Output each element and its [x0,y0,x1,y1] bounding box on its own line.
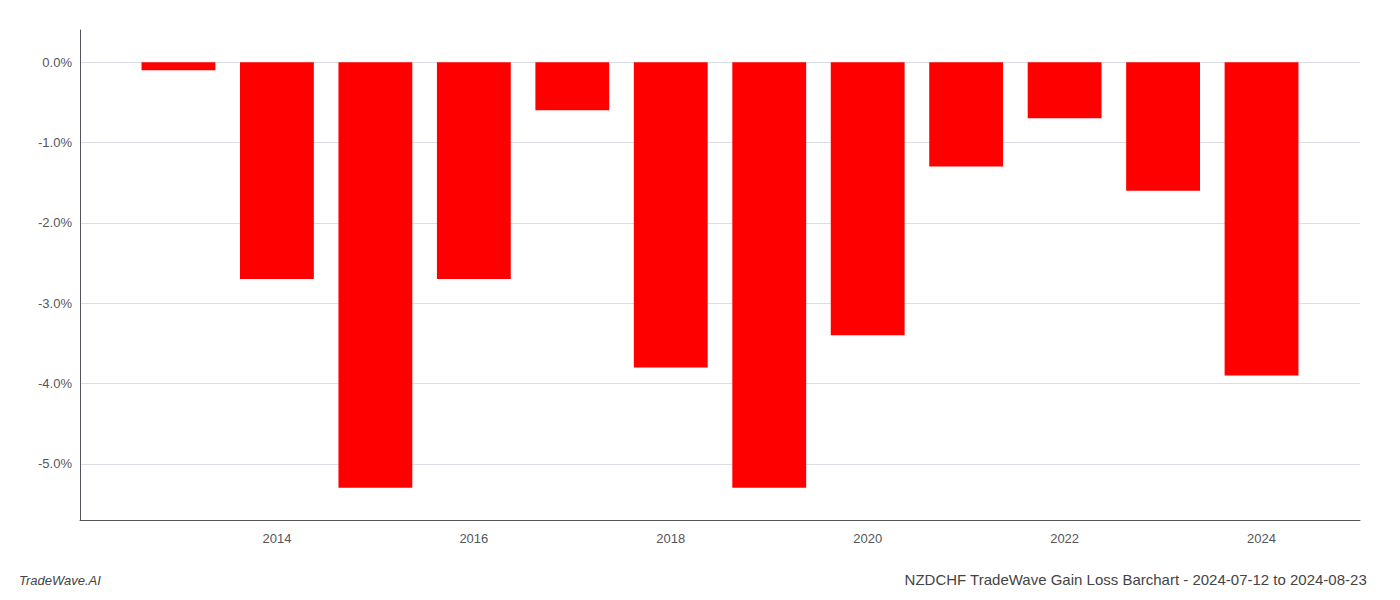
svg-text:-3.0%: -3.0% [38,296,72,311]
svg-text:2020: 2020 [853,531,882,546]
svg-text:0.0%: 0.0% [42,55,72,70]
svg-text:NZDCHF TradeWave Gain Loss Bar: NZDCHF TradeWave Gain Loss Barchart - 20… [905,571,1367,588]
svg-text:-4.0%: -4.0% [38,376,72,391]
svg-text:2014: 2014 [262,531,291,546]
svg-text:-1.0%: -1.0% [38,135,72,150]
svg-text:-2.0%: -2.0% [38,215,72,230]
svg-text:2024: 2024 [1247,531,1276,546]
svg-text:TradeWave.AI: TradeWave.AI [19,573,101,588]
svg-text:-5.0%: -5.0% [38,456,72,471]
svg-text:2018: 2018 [656,531,685,546]
svg-text:2016: 2016 [459,531,488,546]
svg-text:2022: 2022 [1050,531,1079,546]
